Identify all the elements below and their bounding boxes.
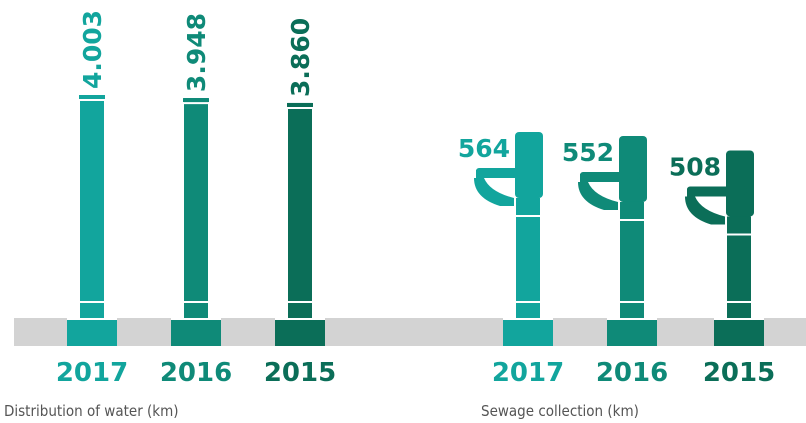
pipe-flange <box>714 318 764 346</box>
toilet-lip <box>476 168 536 176</box>
x-tick-label: 2015 <box>703 358 775 388</box>
pipe-flange <box>275 318 325 346</box>
x-tick-label: 2016 <box>596 358 668 388</box>
pipe-flange <box>67 318 117 346</box>
value-label: 508 <box>669 152 721 181</box>
toilet-tank <box>515 132 543 198</box>
value-label: 564 <box>458 134 510 163</box>
toilet-bowl <box>474 170 528 206</box>
value-label: 3.860 <box>286 18 315 97</box>
pipe <box>184 98 208 318</box>
toilet <box>474 132 543 318</box>
pipe <box>80 95 104 318</box>
pipe <box>288 102 312 318</box>
value-label: 3.948 <box>182 13 211 92</box>
axis-title: Sewage collection (km) <box>481 402 639 420</box>
x-tick-label: 2015 <box>264 358 336 388</box>
ground-strip <box>14 318 806 346</box>
value-label: 552 <box>562 138 614 167</box>
toilet-lip <box>580 171 640 180</box>
x-tick-label: 2017 <box>492 358 564 388</box>
pipe-cap <box>287 102 313 107</box>
toilet <box>578 135 647 318</box>
toilet-bowl <box>685 188 739 225</box>
toilet-lip <box>687 186 747 195</box>
toilet-tank <box>726 150 754 217</box>
pipe-flange <box>171 318 221 346</box>
x-tick-label: 2017 <box>56 358 128 388</box>
pipe-cap <box>79 95 105 99</box>
pipe-flange <box>503 318 553 346</box>
pipe <box>620 201 644 318</box>
axis-title: Distribution of water (km) <box>4 402 179 420</box>
pipe-flange <box>607 318 657 346</box>
toilet-tank <box>619 135 647 202</box>
pipe <box>516 198 540 318</box>
pipe-cap <box>183 98 209 103</box>
value-label: 4.003 <box>78 10 107 89</box>
x-tick-label: 2016 <box>160 358 232 388</box>
toilet-bowl <box>578 173 632 210</box>
